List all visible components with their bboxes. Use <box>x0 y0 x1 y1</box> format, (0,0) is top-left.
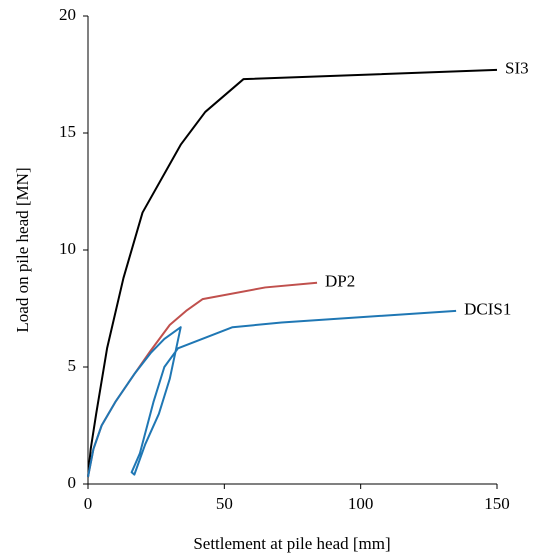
y-tick-label: 20 <box>59 5 76 24</box>
y-axis-title: Load on pile head [MN] <box>13 167 32 332</box>
series-line <box>87 68 498 478</box>
x-axis-title: Settlement at pile head [mm] <box>193 534 390 553</box>
y-tick-label: 5 <box>68 356 77 375</box>
x-tick-label: 100 <box>348 494 374 513</box>
series-label: DP2 <box>325 272 355 291</box>
series-line <box>87 309 457 478</box>
series-label: SI3 <box>505 59 529 78</box>
y-tick-label: 0 <box>68 473 77 492</box>
y-tick-label: 10 <box>59 239 76 258</box>
y-tick-label: 15 <box>59 122 76 141</box>
x-tick-label: 50 <box>216 494 233 513</box>
series-label: DCIS1 <box>464 300 511 319</box>
x-tick-label: 0 <box>84 494 93 513</box>
x-tick-label: 150 <box>484 494 510 513</box>
series-line <box>87 281 318 478</box>
